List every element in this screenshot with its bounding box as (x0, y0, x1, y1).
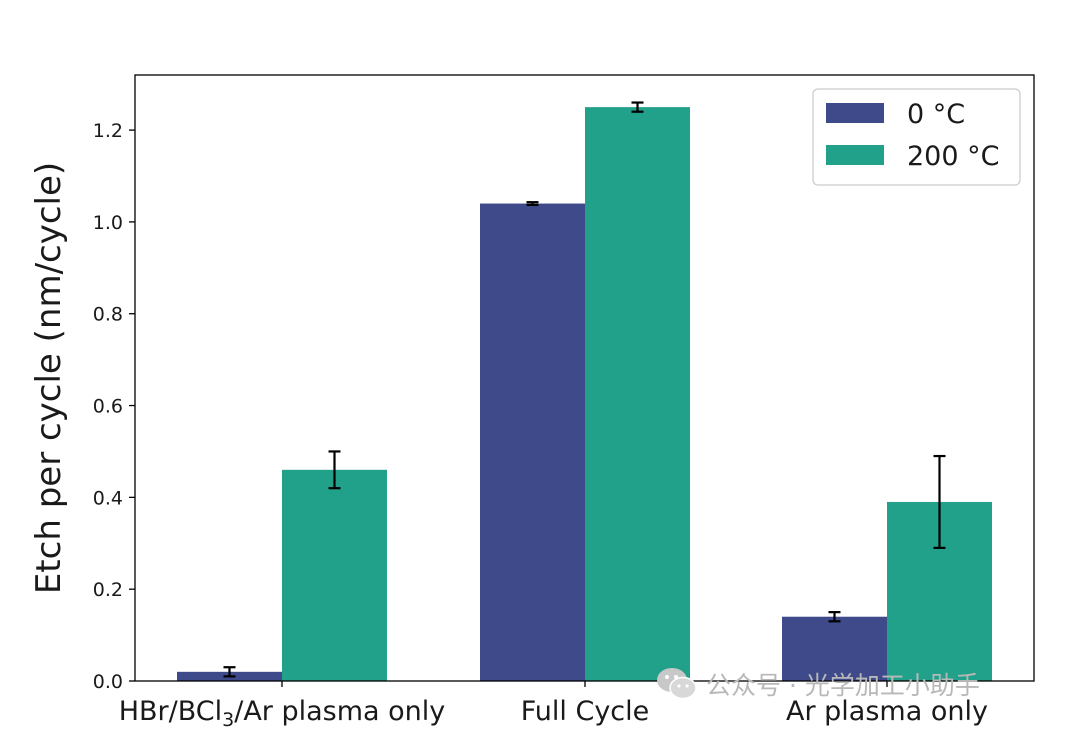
y-axis: 0.0 0.2 0.4 0.6 0.8 1.0 1.2 (93, 120, 135, 693)
wechat-icon (657, 668, 697, 700)
error-bar-s0-c0 (223, 666, 236, 678)
watermark-text: 公众号 · 光学加工小助手 (706, 671, 980, 700)
legend-swatch-0 (826, 103, 884, 123)
error-bar-s1-c2 (933, 454, 946, 549)
bar-s0-c1 (480, 203, 585, 681)
x-tick-label: Ar plasma only (786, 696, 988, 727)
error-bars-layer (223, 101, 946, 678)
y-tick-label: 0.0 (93, 671, 123, 693)
bar-s0-c2 (782, 616, 887, 681)
y-tick-label: 0.4 (93, 487, 123, 509)
x-tick-label: Full Cycle (521, 696, 650, 727)
error-bar-s1-c1 (631, 101, 644, 113)
x-axis: HBr/BCl3/Ar plasma only Full Cycle Ar plas… (119, 681, 988, 731)
legend-label-0: 0 °C (907, 99, 965, 130)
x-tick-label: HBr/BCl3/Ar plasma only (119, 696, 446, 731)
legend: 0 °C 200 °C (812, 88, 1021, 186)
legend-label-1: 200 °C (907, 141, 999, 172)
watermark: 公众号 · 光学加工小助手 (656, 666, 980, 702)
y-tick-label: 0.8 (93, 304, 123, 326)
y-tick-label: 1.2 (93, 120, 123, 142)
y-tick-label: 1.0 (93, 212, 123, 234)
y-tick-label: 0.2 (93, 579, 123, 601)
bars-layer (177, 107, 992, 682)
bar-s1-c1 (585, 107, 690, 682)
y-axis-label: Etch per cycle (nm/cycle) (29, 162, 69, 594)
error-bar-s0-c2 (828, 611, 841, 623)
error-bar-s0-c1 (526, 201, 539, 207)
legend-swatch-1 (826, 145, 884, 165)
error-bar-s1-c0 (328, 450, 341, 490)
bar-s1-c0 (282, 469, 387, 681)
y-tick-label: 0.6 (93, 396, 123, 418)
